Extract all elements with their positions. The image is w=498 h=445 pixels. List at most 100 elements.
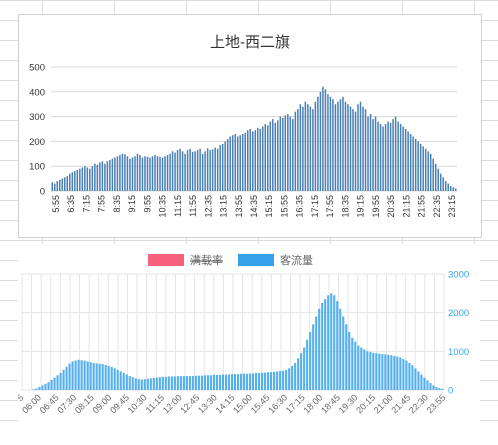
bar [122,372,125,390]
bar [279,116,282,191]
bar [397,121,399,191]
bar [297,109,299,191]
bar [236,136,239,191]
bar [149,378,152,390]
x-tick-label: 09:45 [108,392,131,415]
bar [289,116,292,191]
bar [364,109,367,191]
x-tick-label: 06:00 [20,392,43,415]
bar [211,149,214,191]
bar [219,145,221,191]
bar [272,119,274,191]
bar [38,386,41,390]
bar [345,324,348,390]
bar [381,354,384,390]
bar [214,147,216,191]
bar [392,119,394,191]
legend[interactable]: 满载率 客流量 [148,253,313,267]
x-tick-label: 23:55 [425,392,448,415]
x-tick-label: 7:55 [97,195,107,213]
bar [101,161,104,191]
bar [246,130,249,191]
y-tick-label: 0 [40,187,45,198]
bar [218,374,222,390]
y-tick-label: 2000 [448,308,469,319]
bar [139,155,141,191]
bar [279,371,282,390]
x-tick-label: 21:00 [372,392,395,415]
bar [248,373,252,390]
bar [282,370,285,390]
bar [417,371,420,390]
bar [113,368,116,390]
bar [269,121,272,191]
bar [288,368,291,390]
bar [65,366,68,390]
bar [68,363,71,390]
bar [89,168,91,191]
bar [189,148,191,191]
y-tick-label: 3000 [448,270,469,281]
bar [146,156,149,191]
bar [224,374,228,390]
bar [170,376,173,390]
bar [357,104,359,191]
x-tick-label: 21:45 [389,392,412,415]
bar [230,374,234,390]
bar [347,104,349,191]
bar [329,96,332,191]
x-tick-label: 12:45 [178,392,201,415]
bar [366,351,369,390]
bar [47,382,50,390]
bar [126,156,129,191]
bar [274,122,277,191]
bar [233,374,237,390]
bar [317,96,319,191]
bar [315,316,318,390]
bar [206,375,209,390]
bar [394,116,397,191]
bar [414,138,417,191]
bar [303,347,306,390]
bar [61,178,64,191]
y-tick-label: 500 [29,63,45,74]
bar [98,363,101,390]
bar [227,374,231,390]
bar [254,130,257,191]
bar [417,141,419,191]
bar [86,167,89,191]
bar [375,353,378,390]
bar [309,332,312,390]
bar [104,364,107,390]
bar [369,114,372,191]
bar [404,129,407,191]
x-tick-label: 11:15 [173,195,183,217]
bar [134,156,136,191]
bar [327,295,330,390]
bar [44,383,47,390]
x-tick-label: 19:15 [356,195,366,218]
bar-series [51,86,457,191]
x-tick-label: 15:55 [279,195,289,218]
legend-label-load-rate: 满载率 [190,253,223,267]
legend-swatch-load-rate [148,254,184,266]
bar [53,377,56,390]
bar [304,101,307,191]
bar [231,135,234,191]
x-tick-label: 14:35 [249,195,259,218]
bar [319,91,322,191]
y-tick-label: 200 [29,137,45,148]
bar [297,358,300,390]
bar [434,163,437,191]
x-tick-label: 13:30 [196,392,219,415]
bar [152,378,155,390]
x-tick-label: 11:55 [188,195,198,217]
bar [342,316,345,390]
bar [131,157,134,191]
bar [161,376,164,390]
x-tick-label: 17:15 [310,195,320,218]
bar [155,377,158,390]
bar [129,158,131,191]
bar [194,375,197,390]
x-axis-ticks: 5:55 6:35 7:15 7:55 8:35 9:15 9:55 10:35 11:15 11… [51,195,457,218]
